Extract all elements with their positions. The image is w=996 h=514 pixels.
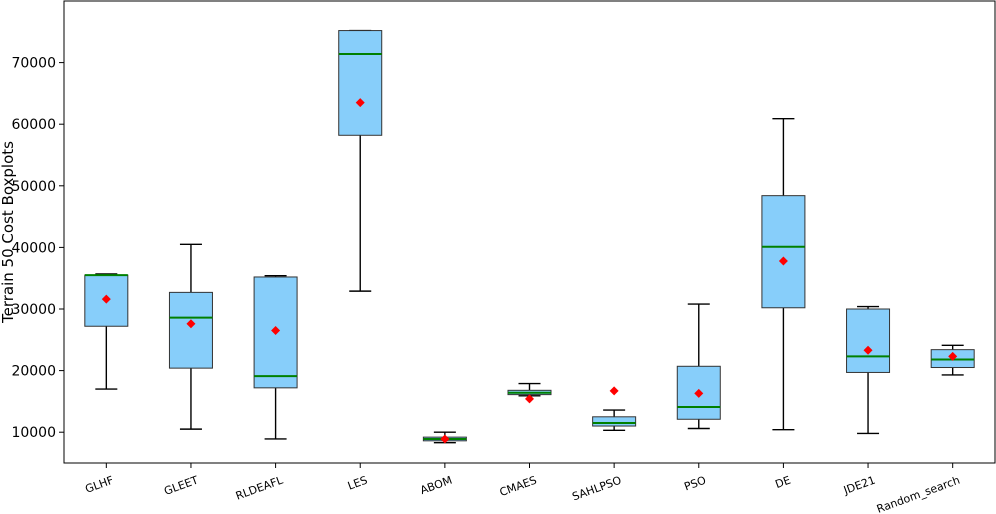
iqr-box xyxy=(846,308,891,373)
x-tick-label: GLEET xyxy=(162,474,200,498)
mean-marker xyxy=(863,345,873,355)
y-axis: 10000 20000 30000 40000 50000 60000 70000 xyxy=(11,56,64,441)
mean-marker xyxy=(609,386,619,396)
mean-marker xyxy=(101,294,111,304)
mean-marker xyxy=(271,326,281,336)
x-tick-label: Random_search xyxy=(875,474,962,514)
x-tick-label: PSO xyxy=(682,473,708,493)
mean-marker xyxy=(440,434,450,444)
x-tick-label: DE xyxy=(773,474,792,492)
y-tick-label: 20000 xyxy=(11,364,56,380)
boxes-layer xyxy=(84,29,975,444)
x-tick-label: LES xyxy=(346,474,369,493)
mean-marker xyxy=(778,256,788,266)
plot-area: 10000 20000 30000 40000 50000 60000 70000 GLHF… xyxy=(11,0,996,514)
y-tick-label: 70000 xyxy=(11,56,56,72)
iqr-box xyxy=(592,416,637,427)
box-de xyxy=(761,117,806,431)
box-abom xyxy=(422,431,467,444)
x-tick-label: SAHLPSO xyxy=(570,473,623,503)
x-tick-label: CMAES xyxy=(498,474,539,499)
mean-marker xyxy=(694,388,704,398)
mean-marker xyxy=(355,98,365,108)
box-rldeafl xyxy=(253,275,298,440)
box-jde21 xyxy=(846,305,891,435)
y-tick-label: 10000 xyxy=(11,425,56,441)
box-gleet xyxy=(168,243,213,430)
box-les xyxy=(338,29,383,292)
box-pso xyxy=(676,303,721,430)
box-glhf xyxy=(84,273,129,390)
box-random-search xyxy=(930,344,975,376)
y-axis-label: Terrain 50 Cost Boxplots xyxy=(0,141,17,324)
iqr-box xyxy=(168,291,213,369)
x-tick-label: ABOM xyxy=(418,474,453,498)
mean-marker xyxy=(948,351,958,361)
iqr-box xyxy=(338,30,383,136)
x-tick-label: RLDEAFL xyxy=(234,473,285,502)
iqr-box xyxy=(761,195,806,309)
mean-marker xyxy=(525,394,534,404)
y-tick-label: 40000 xyxy=(11,240,56,256)
x-tick-label: GLHF xyxy=(83,474,115,496)
mean-marker xyxy=(186,319,196,329)
x-tick-label: JDE21 xyxy=(841,474,877,498)
box-cmaes xyxy=(507,382,552,404)
y-tick-label: 60000 xyxy=(11,117,56,133)
box-sahlpso xyxy=(592,386,637,432)
y-tick-label: 30000 xyxy=(11,302,56,318)
x-axis: GLHF GLEET RLDEAFL LES ABOM CMAES SAHLPSO PSO DE… xyxy=(83,463,962,514)
y-tick-label: 50000 xyxy=(11,179,56,195)
